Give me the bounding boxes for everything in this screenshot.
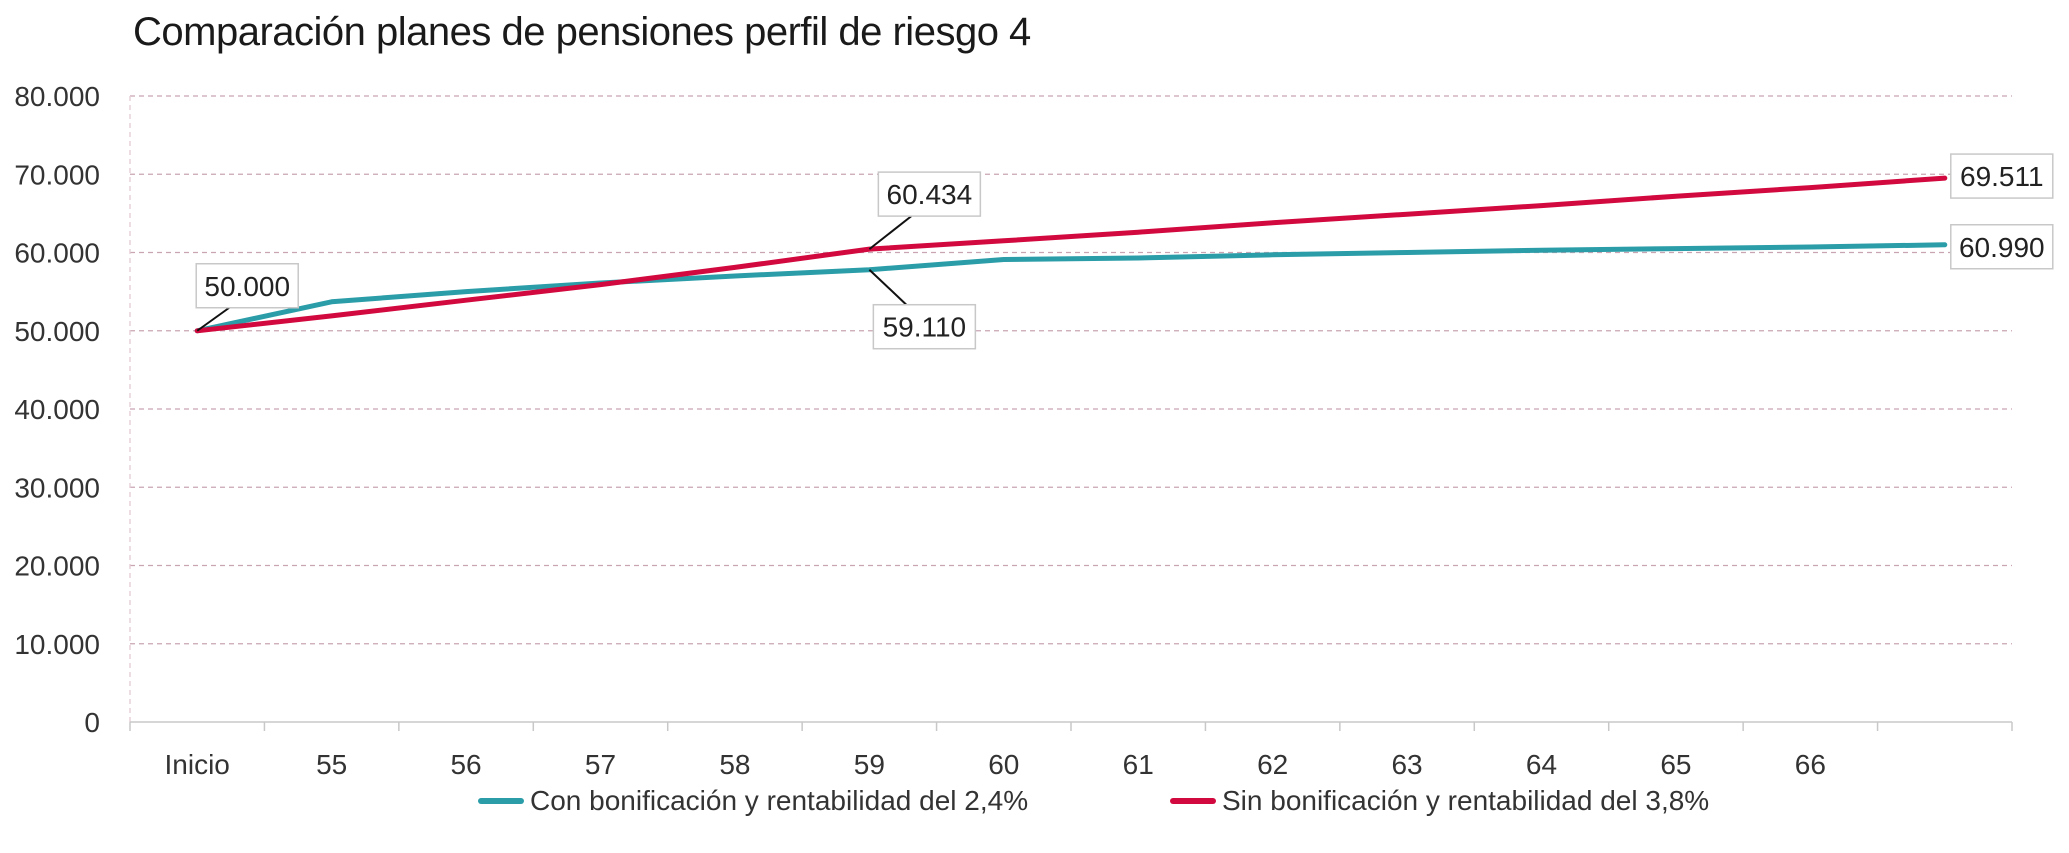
data-label: 69.511 bbox=[1960, 161, 2044, 192]
data-label-box bbox=[195, 263, 299, 309]
legend-label: Con bonificación y rentabilidad del 2,4% bbox=[530, 785, 1029, 816]
y-tick-label: 70.000 bbox=[14, 159, 100, 190]
legend-swatch bbox=[1170, 798, 1216, 804]
y-tick-label: 80.000 bbox=[14, 81, 100, 112]
x-tick-label: 57 bbox=[585, 749, 616, 780]
x-tick-label: Inicio bbox=[165, 749, 230, 780]
y-tick-label: 10.000 bbox=[14, 629, 100, 660]
data-label-box bbox=[1950, 153, 2054, 199]
annotation-leader bbox=[868, 215, 912, 250]
y-tick-label: 60.000 bbox=[14, 238, 100, 269]
x-tick-label: 66 bbox=[1795, 749, 1826, 780]
x-tick-label: 64 bbox=[1526, 749, 1557, 780]
x-tick-label: 58 bbox=[719, 749, 750, 780]
annotation-leader bbox=[196, 306, 230, 332]
x-tick-label: 55 bbox=[316, 749, 347, 780]
x-tick-label: 59 bbox=[854, 749, 885, 780]
x-tick-label: 63 bbox=[1391, 749, 1422, 780]
chart-legend: Con bonificación y rentabilidad del 2,4%… bbox=[0, 785, 2069, 835]
x-tick-label: 60 bbox=[988, 749, 1019, 780]
data-label: 50.000 bbox=[204, 271, 290, 302]
chart-title: Comparación planes de pensiones perfil d… bbox=[133, 10, 1031, 54]
annotation-leader bbox=[868, 268, 908, 306]
y-tick-label: 50.000 bbox=[14, 316, 100, 347]
x-tick-label: 65 bbox=[1660, 749, 1691, 780]
data-label: 60.990 bbox=[1959, 232, 2045, 263]
x-tick-label: 56 bbox=[450, 749, 481, 780]
legend-swatch bbox=[478, 798, 524, 804]
data-label-box bbox=[877, 171, 982, 217]
data-label-box bbox=[872, 303, 977, 350]
data-label: 59.110 bbox=[883, 312, 967, 343]
series-line-con-bonificacion bbox=[194, 242, 1948, 334]
legend-label: Sin bonificación y rentabilidad del 3,8% bbox=[1222, 785, 1710, 816]
y-tick-label: 40.000 bbox=[14, 394, 100, 425]
legend-item-con-bonificacion: Con bonificación y rentabilidad del 2,4% bbox=[478, 785, 1028, 817]
series-line-sin-bonificacion bbox=[194, 175, 1948, 334]
data-label: 60.434 bbox=[887, 179, 973, 210]
legend-item-sin-bonificacion: Sin bonificación y rentabilidad del 3,8% bbox=[1170, 785, 1709, 817]
x-tick-label: 62 bbox=[1257, 749, 1288, 780]
y-tick-label: 20.000 bbox=[14, 551, 100, 582]
y-tick-label: 30.000 bbox=[14, 472, 100, 503]
y-tick-label: 0 bbox=[84, 707, 100, 738]
x-tick-label: 61 bbox=[1123, 749, 1154, 780]
data-label-box bbox=[1950, 224, 2054, 270]
